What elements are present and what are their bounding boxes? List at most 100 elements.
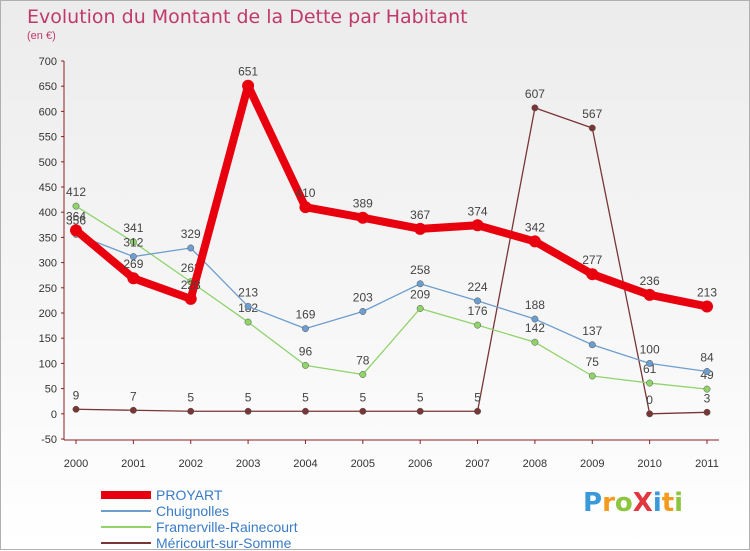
data-label-chuignolles: 213 (238, 285, 258, 299)
data-label-chuignolles: 258 (410, 263, 430, 277)
data-point-framerville-rainecourt (588, 372, 596, 380)
y-tick-label: -50 (41, 434, 57, 446)
data-label-chuignolles: 100 (640, 342, 660, 356)
data-point-proyart (70, 224, 82, 237)
logo-letter: i (652, 488, 662, 518)
data-label-framerville-rainecourt: 78 (356, 353, 370, 367)
data-point-framerville-rainecourt (646, 379, 654, 387)
data-point-mericourt-sur-somme (703, 408, 711, 416)
legend-item-framerville-rainecourt: Framerville-Rainecourt (101, 519, 361, 535)
y-tick-label: 550 (39, 132, 57, 144)
x-tick-label: 2002 (178, 458, 202, 470)
data-label-chuignolles: 188 (525, 298, 545, 312)
y-tick-label: 700 (39, 56, 57, 68)
data-label-proyart: 374 (468, 204, 488, 218)
data-point-proyart (299, 201, 312, 214)
x-tick-label: 2007 (465, 458, 489, 470)
x-tick-label: 2008 (523, 458, 547, 470)
logo-letter: t (661, 488, 675, 518)
series-line-framerville-rainecourt (75, 205, 708, 390)
data-point-mericourt-sur-somme (646, 410, 654, 418)
data-label-framerville-rainecourt: 412 (66, 185, 86, 199)
data-point-chuignolles (416, 280, 424, 288)
x-tick-label: 2006 (408, 458, 432, 470)
data-point-chuignolles (474, 297, 481, 305)
x-tick-label: 2000 (64, 458, 88, 470)
series-line-mericourt-sur-somme (75, 107, 708, 415)
y-tick-label: 350 (39, 232, 57, 244)
data-point-framerville-rainecourt (531, 338, 539, 346)
data-label-mericourt-sur-somme: 5 (245, 390, 252, 404)
x-tick-label: 2005 (351, 458, 375, 470)
y-tick-label: 450 (39, 182, 57, 194)
y-tick-label: 500 (39, 157, 57, 169)
logo-letter: X (632, 488, 653, 518)
data-point-mericourt-sur-somme (244, 407, 252, 415)
data-point-proyart (701, 300, 713, 313)
data-point-framerville-rainecourt (244, 318, 252, 326)
data-label-proyart: 364 (66, 209, 86, 223)
x-tick-label: 2001 (121, 458, 145, 470)
legend-item-chuignolles: Chuignolles (101, 503, 361, 519)
data-label-mericourt-sur-somme: 5 (417, 390, 424, 404)
y-tick-label: 100 (39, 358, 57, 370)
logo-letter: i (674, 488, 684, 518)
data-point-chuignolles (531, 315, 539, 323)
data-point-proyart (127, 272, 140, 285)
data-label-chuignolles: 137 (582, 324, 602, 338)
x-tick-label: 2009 (580, 458, 604, 470)
data-label-mericourt-sur-somme: 7 (130, 389, 137, 403)
data-point-mericourt-sur-somme (416, 407, 424, 415)
data-point-chuignolles (646, 359, 654, 367)
data-label-mericourt-sur-somme: 5 (359, 390, 366, 404)
data-label-proyart: 228 (181, 278, 201, 292)
x-tick-label: 2011 (695, 458, 719, 470)
y-tick-label: 300 (39, 258, 57, 270)
data-label-mericourt-sur-somme: 9 (73, 388, 80, 402)
x-tick-label: 2010 (637, 458, 661, 470)
y-tick-label: 0 (51, 409, 57, 421)
data-point-chuignolles (129, 253, 137, 261)
y-tick-label: 150 (39, 333, 57, 345)
legend-swatch (101, 542, 151, 544)
data-point-proyart (414, 222, 427, 235)
data-label-framerville-rainecourt: 96 (299, 344, 313, 358)
x-tick-label: 2004 (293, 458, 317, 470)
data-point-mericourt-sur-somme (588, 124, 596, 132)
chart-title: Evolution du Montant de la Dette par Hab… (27, 6, 468, 28)
data-label-proyart: 342 (525, 220, 545, 234)
data-label-mericourt-sur-somme: 0 (646, 393, 653, 407)
data-label-mericourt-sur-somme: 5 (474, 390, 481, 404)
y-tick-label: 200 (39, 308, 57, 320)
data-point-mericourt-sur-somme (72, 405, 80, 413)
data-label-proyart: 213 (697, 285, 717, 299)
data-point-proyart (184, 292, 197, 305)
data-point-proyart (356, 211, 369, 224)
legend-label: Méricourt-sur-Somme (156, 535, 292, 551)
data-point-mericourt-sur-somme (531, 104, 539, 112)
data-label-proyart: 651 (238, 65, 258, 79)
data-label-chuignolles: 329 (181, 227, 201, 241)
data-point-framerville-rainecourt (72, 202, 80, 210)
data-point-mericourt-sur-somme (187, 407, 195, 415)
data-label-chuignolles: 356 (66, 213, 86, 227)
data-point-framerville-rainecourt (416, 305, 424, 312)
series-line-chuignolles (75, 233, 708, 373)
x-tick-label: 2003 (236, 458, 260, 470)
data-point-proyart (586, 268, 599, 281)
legend-label: Chuignolles (156, 503, 230, 519)
data-label-chuignolles: 84 (700, 350, 714, 364)
data-point-chuignolles (302, 325, 309, 333)
chart-subtitle: (en €) (27, 30, 56, 42)
data-point-mericourt-sur-somme (302, 407, 309, 415)
y-tick-label: 650 (39, 81, 57, 93)
data-label-proyart: 236 (640, 274, 660, 288)
data-point-chuignolles (244, 302, 252, 310)
data-point-mericourt-sur-somme (129, 406, 137, 414)
data-point-framerville-rainecourt (302, 361, 309, 369)
data-label-chuignolles: 203 (353, 290, 373, 304)
data-label-chuignolles: 224 (468, 280, 488, 294)
data-label-framerville-rainecourt: 61 (643, 362, 657, 376)
logo-letter: P (583, 488, 603, 518)
